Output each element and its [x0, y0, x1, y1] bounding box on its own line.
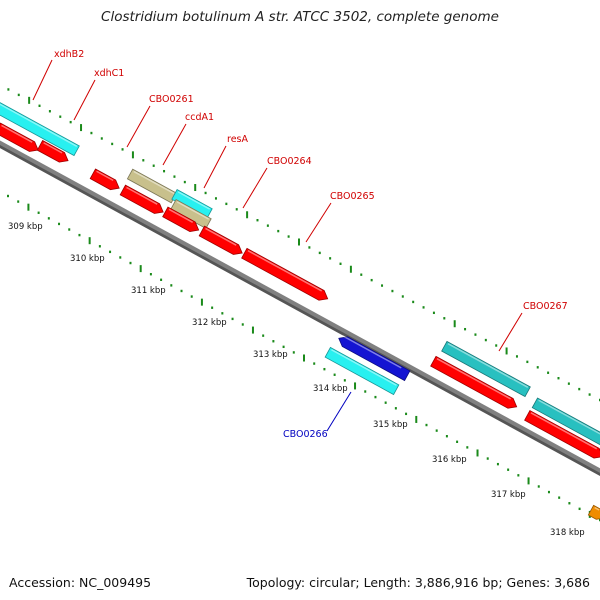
gene-leader-2 — [126, 105, 151, 148]
gene-leader-6 — [305, 202, 332, 243]
feature-cyan-2-body — [171, 189, 213, 219]
feature-red-8-body — [430, 355, 518, 409]
feature-red-8 — [430, 355, 518, 409]
scale-label-6: 315 kbp — [373, 420, 408, 430]
feature-red-9-highlight — [530, 412, 598, 450]
feature-teal-1 — [441, 340, 531, 398]
feature-teal-1-highlight — [447, 343, 529, 388]
feature-red-5 — [162, 206, 200, 232]
feature-khaki-2-highlight — [176, 201, 210, 220]
feature-blue-1-body — [338, 336, 411, 382]
tick-layer — [7, 88, 600, 522]
gene-leader-0 — [32, 59, 53, 101]
gene-leader-4 — [203, 145, 227, 189]
feature-cyan-2 — [171, 189, 213, 219]
feature-red-8-highlight — [436, 358, 512, 400]
feature-teal-2-body — [531, 397, 600, 447]
gene-leader-1 — [73, 79, 96, 121]
feature-red-9 — [524, 410, 600, 459]
scale-label-1: 310 kbp — [70, 254, 105, 264]
feature-khaki-1-body — [126, 168, 178, 204]
feature-red-6-highlight — [205, 227, 237, 246]
feature-red-3-highlight — [96, 170, 114, 182]
feature-orange-1 — [587, 504, 600, 520]
scale-label-5: 314 kbp — [313, 384, 348, 394]
feature-red-9-body — [524, 410, 600, 459]
feature-orange-1-highlight — [594, 506, 600, 511]
scale-label-0: 309 kbp — [8, 222, 43, 232]
feature-red-6 — [198, 225, 243, 255]
scale-label-9: 318 kbp — [550, 528, 585, 538]
gene-label-8: CBO0267 — [523, 301, 568, 312]
feature-teal-2-highlight — [538, 399, 600, 438]
topology-text: Topology: circular; Length: 3,886,916 bp… — [246, 575, 590, 590]
feature-red-2 — [36, 139, 69, 163]
feature-red-2-highlight — [43, 142, 63, 154]
gene-label-4: resA — [227, 134, 248, 145]
gene-label-1: xdhC1 — [94, 68, 124, 79]
gene-label-0: xdhB2 — [54, 49, 84, 60]
feature-red-1 — [0, 122, 39, 152]
feature-khaki-1 — [126, 168, 178, 204]
feature-khaki-2-body — [170, 199, 212, 229]
scale-label-8: 317 kbp — [491, 490, 526, 500]
feature-khaki-2 — [170, 199, 212, 229]
gene-label-3: ccdA1 — [185, 112, 214, 123]
feature-blue-1-highlight — [342, 335, 402, 369]
feature-red-4-body — [119, 184, 164, 214]
backbone-line — [0, 140, 600, 473]
feature-cyan-3 — [324, 346, 400, 396]
feature-red-4-highlight — [126, 186, 158, 205]
feature-cyan-1-highlight — [0, 102, 78, 147]
scale-label-7: 316 kbp — [432, 455, 467, 465]
gene-label-6: CBO0265 — [330, 191, 375, 202]
feature-red-7 — [241, 247, 329, 301]
gene-label-2: CBO0261 — [149, 94, 194, 105]
feature-red-7-body — [241, 247, 329, 301]
feature-layer — [0, 99, 600, 520]
map-title: Clostridium botulinum A str. ATCC 3502, … — [101, 9, 499, 25]
gene-leader-7 — [326, 391, 352, 432]
gene-label-7: CBO0266 — [283, 429, 328, 440]
scale-label-4: 313 kbp — [253, 350, 288, 360]
accession-text: Accession: NC_009495 — [9, 575, 152, 590]
backbone-layer — [0, 140, 600, 476]
feature-cyan-1-body — [0, 99, 80, 157]
feature-red-3 — [89, 168, 120, 191]
feature-cyan-3-highlight — [331, 349, 397, 386]
feature-red-5-body — [162, 206, 200, 232]
gene-leader-5 — [242, 167, 268, 209]
feature-red-1-body — [0, 122, 39, 152]
feature-cyan-3-body — [324, 346, 400, 396]
feature-teal-1-body — [441, 340, 531, 398]
feature-red-6-body — [198, 225, 243, 255]
scale-label-2: 311 kbp — [131, 286, 166, 296]
feature-red-2-body — [36, 139, 69, 163]
feature-red-7-highlight — [247, 250, 323, 292]
gene-label-5: CBO0264 — [267, 156, 312, 167]
gene-leader-8 — [498, 312, 523, 352]
feature-red-4 — [119, 184, 164, 214]
feature-cyan-1 — [0, 99, 80, 157]
feature-red-3-body — [89, 168, 120, 191]
feature-blue-1 — [338, 335, 411, 382]
feature-khaki-1-highlight — [133, 170, 175, 195]
label-layer: 309 kbp 310 kbp 311 kbp 312 kbp 313 kbp 314 k… — [8, 49, 585, 538]
feature-red-5-highlight — [168, 208, 194, 223]
feature-teal-2 — [531, 397, 600, 447]
feature-red-1-highlight — [1, 124, 33, 143]
gene-leader-3 — [162, 123, 187, 166]
feature-orange-1-body — [587, 504, 600, 520]
scale-label-3: 312 kbp — [192, 318, 227, 328]
feature-cyan-2-highlight — [177, 191, 211, 210]
